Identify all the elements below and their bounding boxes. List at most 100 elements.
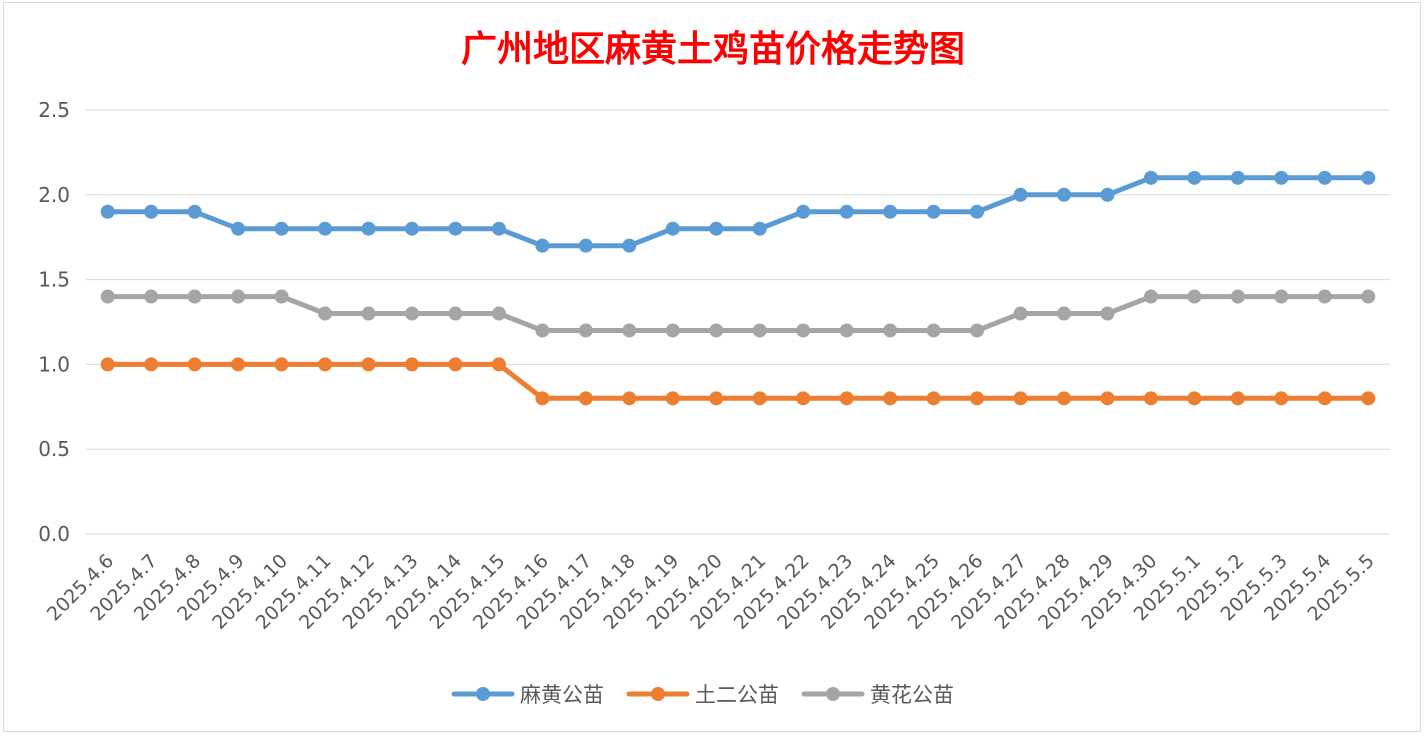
data-point: [1274, 170, 1289, 185]
data-point: [231, 357, 246, 372]
data-point: [318, 357, 333, 372]
data-point: [405, 357, 419, 372]
series-line: [105, 294, 1371, 333]
series-line: [105, 361, 1371, 401]
legend-marker: [826, 687, 840, 701]
data-point: [1274, 289, 1289, 304]
data-point: [665, 221, 680, 236]
data-point: [405, 221, 419, 236]
data-point: [274, 221, 289, 236]
data-point: [144, 204, 159, 219]
data-point: [491, 221, 506, 236]
data-point: [274, 357, 289, 372]
series-layer: [100, 170, 1376, 406]
legend-item-2: 黄花公苗: [801, 683, 954, 707]
data-point: [1187, 391, 1202, 406]
data-point: [535, 391, 550, 406]
data-point: [926, 204, 941, 219]
data-point: [926, 391, 941, 406]
data-point: [796, 391, 811, 406]
legend: 麻黄公苗 土二公苗 黄花公苗: [451, 683, 954, 707]
data-point: [1013, 391, 1028, 406]
legend-label: 土二公苗: [695, 683, 779, 707]
data-point: [1013, 306, 1028, 321]
data-point: [839, 391, 854, 406]
data-point: [883, 391, 898, 406]
data-point: [1317, 289, 1332, 304]
data-point: [1274, 391, 1289, 406]
legend-label: 黄花公苗: [870, 683, 954, 707]
data-point: [578, 391, 593, 406]
data-point: [1187, 289, 1202, 304]
data-point: [231, 221, 246, 236]
y-tick-label: 0.0: [38, 522, 70, 546]
legend-item-1: 土二公苗: [626, 683, 779, 707]
data-point: [970, 391, 985, 406]
data-point: [1143, 170, 1158, 185]
data-point: [1013, 187, 1028, 202]
data-point: [970, 323, 985, 338]
data-point: [274, 289, 289, 304]
data-point: [448, 357, 463, 372]
data-point: [1361, 391, 1376, 406]
data-point: [1230, 391, 1245, 406]
legend-label: 麻黄公苗: [520, 683, 604, 707]
data-point: [1100, 391, 1115, 406]
data-point: [361, 221, 376, 236]
series-line: [105, 175, 1371, 249]
data-point: [491, 306, 506, 321]
data-point: [665, 391, 680, 406]
data-point: [709, 323, 724, 338]
data-point: [187, 289, 202, 304]
y-tick-label: 1.0: [38, 352, 70, 376]
data-point: [839, 204, 854, 219]
data-point: [752, 323, 767, 338]
data-point: [1057, 306, 1071, 321]
data-point: [144, 289, 159, 304]
data-point: [144, 357, 159, 372]
data-point: [883, 204, 898, 219]
y-tick-label: 2.0: [38, 183, 70, 207]
data-point: [361, 306, 376, 321]
data-point: [361, 357, 376, 372]
data-point: [796, 323, 811, 338]
chart-title: 广州地区麻黄土鸡苗价格走势图: [461, 28, 965, 70]
data-point: [535, 323, 550, 338]
data-point: [1143, 391, 1158, 406]
legend-marker: [476, 687, 490, 701]
data-point: [839, 323, 854, 338]
data-point: [1361, 289, 1376, 304]
data-point: [448, 306, 463, 321]
legend-marker: [651, 687, 665, 701]
data-point: [796, 204, 811, 219]
data-point: [405, 306, 419, 321]
data-point: [1317, 170, 1332, 185]
data-point: [1057, 187, 1071, 202]
y-tick-label: 0.5: [38, 437, 70, 461]
y-tick-label: 2.5: [38, 98, 70, 122]
data-point: [622, 391, 637, 406]
data-point: [578, 238, 593, 253]
legend-item-0: 麻黄公苗: [451, 683, 604, 707]
chart-frame: 广州地区麻黄土鸡苗价格走势图 0.0 0.5 1.0 1.5 2.0 2.5 2025.4…: [3, 2, 1421, 732]
data-point: [709, 391, 724, 406]
data-point: [1230, 289, 1245, 304]
data-point: [970, 204, 985, 219]
data-point: [100, 289, 115, 304]
data-point: [1230, 170, 1245, 185]
chart-svg: 广州地区麻黄土鸡苗价格走势图 0.0 0.5 1.0 1.5 2.0 2.5 2025.4…: [38, 28, 1390, 707]
data-point: [1100, 306, 1115, 321]
data-point: [1057, 391, 1071, 406]
data-point: [752, 391, 767, 406]
series-2: [100, 289, 1376, 338]
data-point: [622, 323, 637, 338]
data-point: [578, 323, 593, 338]
data-point: [187, 204, 202, 219]
data-point: [187, 357, 202, 372]
y-axis-tick-labels: 0.0 0.5 1.0 1.5 2.0 2.5: [38, 98, 70, 546]
data-point: [1187, 170, 1202, 185]
data-point: [491, 357, 506, 372]
data-point: [318, 221, 333, 236]
data-point: [883, 323, 898, 338]
data-point: [752, 221, 767, 236]
